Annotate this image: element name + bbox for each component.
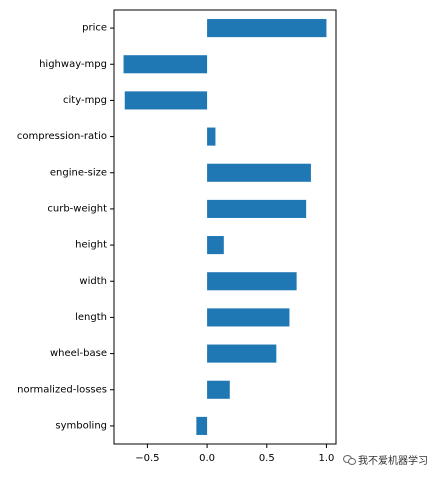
bar-price — [207, 19, 327, 38]
x-tick-label: 0.0 — [199, 453, 215, 464]
y-axis-ticks: price highway-mpg city-mpg compression-rati… — [17, 23, 114, 431]
bars-group — [123, 19, 327, 435]
bar-engine-size — [207, 163, 311, 182]
bar-city-mpg — [124, 91, 208, 110]
y-tick-label: curb-weight — [47, 203, 107, 214]
y-tick-label: symboling — [55, 420, 107, 431]
plot-frame — [113, 9, 337, 445]
x-axis-ticks: −0.5 0.0 0.5 1.0 — [135, 444, 334, 464]
bar-highway-mpg — [123, 55, 208, 74]
y-tick-label: wheel-base — [50, 348, 107, 359]
x-tick-label: 0.5 — [259, 453, 275, 464]
bar-symboling — [196, 416, 208, 435]
x-tick-label: −0.5 — [135, 453, 159, 464]
wechat-icon — [343, 455, 356, 465]
watermark: 我不爱机器学习 — [343, 452, 428, 467]
y-tick-label: city-mpg — [63, 95, 107, 106]
y-tick-label: highway-mpg — [39, 59, 107, 70]
y-tick-label: height — [75, 240, 107, 251]
bar-length — [207, 308, 290, 327]
y-tick-label: normalized-losses — [17, 384, 107, 395]
y-tick-label: price — [82, 23, 107, 34]
x-tick-label: 1.0 — [318, 453, 334, 464]
y-tick-label: width — [79, 276, 107, 287]
y-tick-label: compression-ratio — [17, 131, 107, 142]
bar-wheel-base — [207, 344, 277, 363]
bar-normalized-losses — [207, 380, 230, 399]
bar-curb-weight — [207, 199, 307, 218]
bar-compression-ratio — [207, 127, 216, 146]
watermark-text: 我不爱机器学习 — [358, 456, 428, 467]
y-tick-label: engine-size — [50, 167, 107, 178]
y-tick-label: length — [75, 312, 107, 323]
bar-height — [207, 236, 224, 255]
bar-width — [207, 272, 297, 291]
